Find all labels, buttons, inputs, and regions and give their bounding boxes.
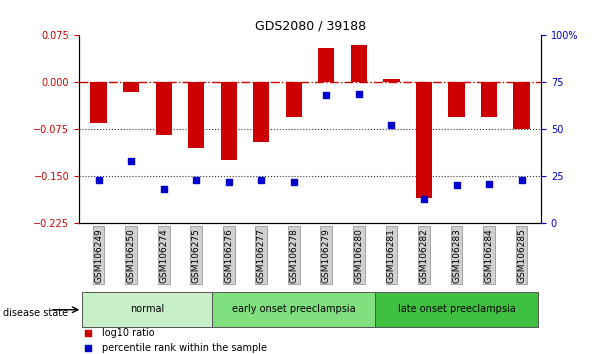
Bar [156, 82, 172, 136]
Point [389, 286, 399, 291]
Bar [221, 82, 237, 160]
Text: early onset preeclampsia: early onset preeclampsia [232, 304, 356, 314]
Point [126, 158, 136, 164]
Text: GSM106275: GSM106275 [192, 228, 201, 283]
Point [322, 93, 331, 98]
Text: GSM106277: GSM106277 [257, 228, 266, 283]
Point [257, 177, 266, 183]
Bar [416, 82, 432, 198]
Text: GSM106281: GSM106281 [387, 228, 396, 283]
Text: GSM106274: GSM106274 [159, 228, 168, 282]
Text: GSM106250: GSM106250 [126, 228, 136, 283]
Point [289, 179, 299, 184]
Text: GSM106283: GSM106283 [452, 228, 461, 283]
Bar [91, 82, 106, 123]
Bar [188, 82, 204, 148]
Text: disease state: disease state [3, 308, 68, 318]
Point [224, 179, 233, 184]
Bar [212, 292, 375, 327]
Text: late onset preeclampsia: late onset preeclampsia [398, 304, 516, 314]
Point [419, 196, 429, 201]
Text: GSM106285: GSM106285 [517, 228, 526, 283]
Point [389, 144, 399, 150]
Point [387, 122, 396, 128]
Bar [448, 82, 465, 117]
Title: GDS2080 / 39188: GDS2080 / 39188 [255, 20, 365, 33]
Text: normal: normal [130, 304, 165, 314]
Text: percentile rank within the sample: percentile rank within the sample [102, 343, 267, 353]
Point [517, 177, 527, 183]
Bar [383, 79, 399, 82]
Text: GSM106284: GSM106284 [485, 228, 494, 282]
Text: GSM106280: GSM106280 [354, 228, 364, 283]
Bar [481, 82, 497, 117]
Bar [253, 82, 269, 142]
Point [484, 181, 494, 187]
Text: log10 ratio: log10 ratio [102, 328, 155, 338]
Bar [123, 82, 139, 92]
Point [354, 91, 364, 96]
Text: GSM106282: GSM106282 [420, 228, 429, 282]
Bar [351, 45, 367, 82]
Text: GSM106276: GSM106276 [224, 228, 233, 283]
Point [452, 183, 461, 188]
Bar [318, 48, 334, 82]
Point [192, 177, 201, 183]
Bar [82, 292, 212, 327]
Bar [375, 292, 538, 327]
Point [159, 187, 168, 192]
Bar [286, 82, 302, 117]
Text: GSM106279: GSM106279 [322, 228, 331, 283]
Bar [514, 82, 530, 129]
Text: GSM106249: GSM106249 [94, 228, 103, 282]
Point [94, 177, 103, 183]
Text: GSM106278: GSM106278 [289, 228, 299, 283]
